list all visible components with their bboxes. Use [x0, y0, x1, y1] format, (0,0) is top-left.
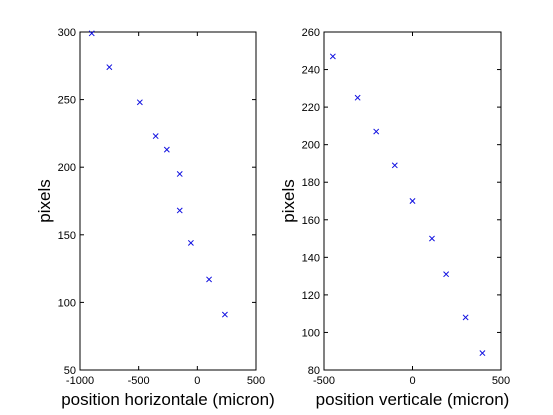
left-data-point [206, 276, 213, 283]
right-data-point [462, 314, 469, 321]
left-data-point [106, 64, 113, 71]
right-x-tick-label: 500 [492, 375, 510, 387]
left-data-point-stroke-b [152, 133, 159, 140]
left-y-tick-label: 100 [58, 297, 76, 309]
left-y-axis-label: pixels [35, 179, 54, 222]
left-data-point-stroke-b [176, 207, 183, 214]
right-data-point [329, 53, 336, 60]
right-y-tick-label: 200 [302, 140, 320, 152]
right-y-axis-label: pixels [279, 179, 298, 222]
right-y-tick-label: 140 [302, 252, 320, 264]
left-data-point [152, 133, 159, 140]
left-data-point-stroke-b [106, 64, 113, 71]
left-data-point-stroke-b [136, 99, 143, 106]
right-data-point-stroke-b [391, 162, 398, 169]
left-data-point [176, 207, 183, 214]
right-data-point [443, 271, 450, 278]
left-data-point [187, 239, 194, 246]
right-x-tick-label: -500 [313, 375, 335, 387]
left-data-point-stroke-b [88, 30, 95, 37]
right-data-point-stroke-b [373, 128, 380, 135]
left-data-point [88, 30, 95, 37]
left-data-point [176, 171, 183, 177]
left-y-tick-label: 300 [58, 27, 76, 39]
right-y-tick-label: 260 [302, 27, 320, 39]
left-y-tick-label: 50 [64, 365, 76, 377]
left-axes-frame [79, 31, 257, 371]
left-x-tick-label: 0 [194, 375, 200, 387]
left-x-tick-label: 500 [247, 375, 265, 387]
right-y-tick-label: 100 [302, 327, 320, 339]
right-y-tick-label: 240 [302, 65, 320, 77]
left-y-tick-label: 200 [58, 162, 76, 174]
right-y-tick-label: 220 [302, 102, 320, 114]
right-y-tick-label: 180 [302, 177, 320, 189]
left-data-point-stroke-b [187, 239, 194, 246]
left-y-tick-label: 150 [58, 230, 76, 242]
left-data-point [221, 311, 228, 318]
right-scatter-chart: -500 0 500 80 100 120 140 160 180 200 220 240 260 pos… [279, 27, 510, 409]
right-data-point-stroke-b [329, 53, 336, 60]
right-data-point-stroke-b [443, 271, 450, 278]
left-x-tick-label: -500 [128, 375, 150, 387]
right-data-point [479, 350, 486, 357]
left-x-tick-label: -1000 [66, 375, 94, 387]
left-y-tick-label: 250 [58, 95, 76, 107]
left-data-point-stroke-b [221, 311, 228, 318]
left-scatter-chart: -1000 -500 0 500 50 100 150 200 250 300 position h… [35, 27, 275, 409]
left-data-point [163, 146, 170, 153]
right-x-tick-label: 0 [409, 375, 415, 387]
left-data-point [136, 99, 143, 106]
left-data-point-stroke-b [176, 171, 183, 177]
right-data-point-stroke-b [479, 350, 486, 357]
right-data-point-stroke-b [462, 314, 469, 321]
right-data-point-stroke-b [409, 198, 416, 204]
left-data-point-stroke-b [206, 276, 213, 283]
right-y-tick-label: 160 [302, 215, 320, 227]
right-data-point [391, 162, 398, 169]
right-data-point [409, 198, 416, 204]
right-data-point [354, 94, 361, 101]
right-data-point-stroke-b [354, 94, 361, 101]
right-x-axis-label: position verticale (micron) [316, 390, 510, 409]
right-data-point-stroke-b [429, 235, 435, 242]
right-data-point [373, 128, 380, 135]
right-y-tick-label: 80 [308, 365, 320, 377]
right-data-point [429, 235, 435, 242]
left-x-axis-label: position horizontale (micron) [61, 390, 275, 409]
left-data-point-stroke-b [163, 146, 170, 153]
right-y-tick-label: 120 [302, 290, 320, 302]
